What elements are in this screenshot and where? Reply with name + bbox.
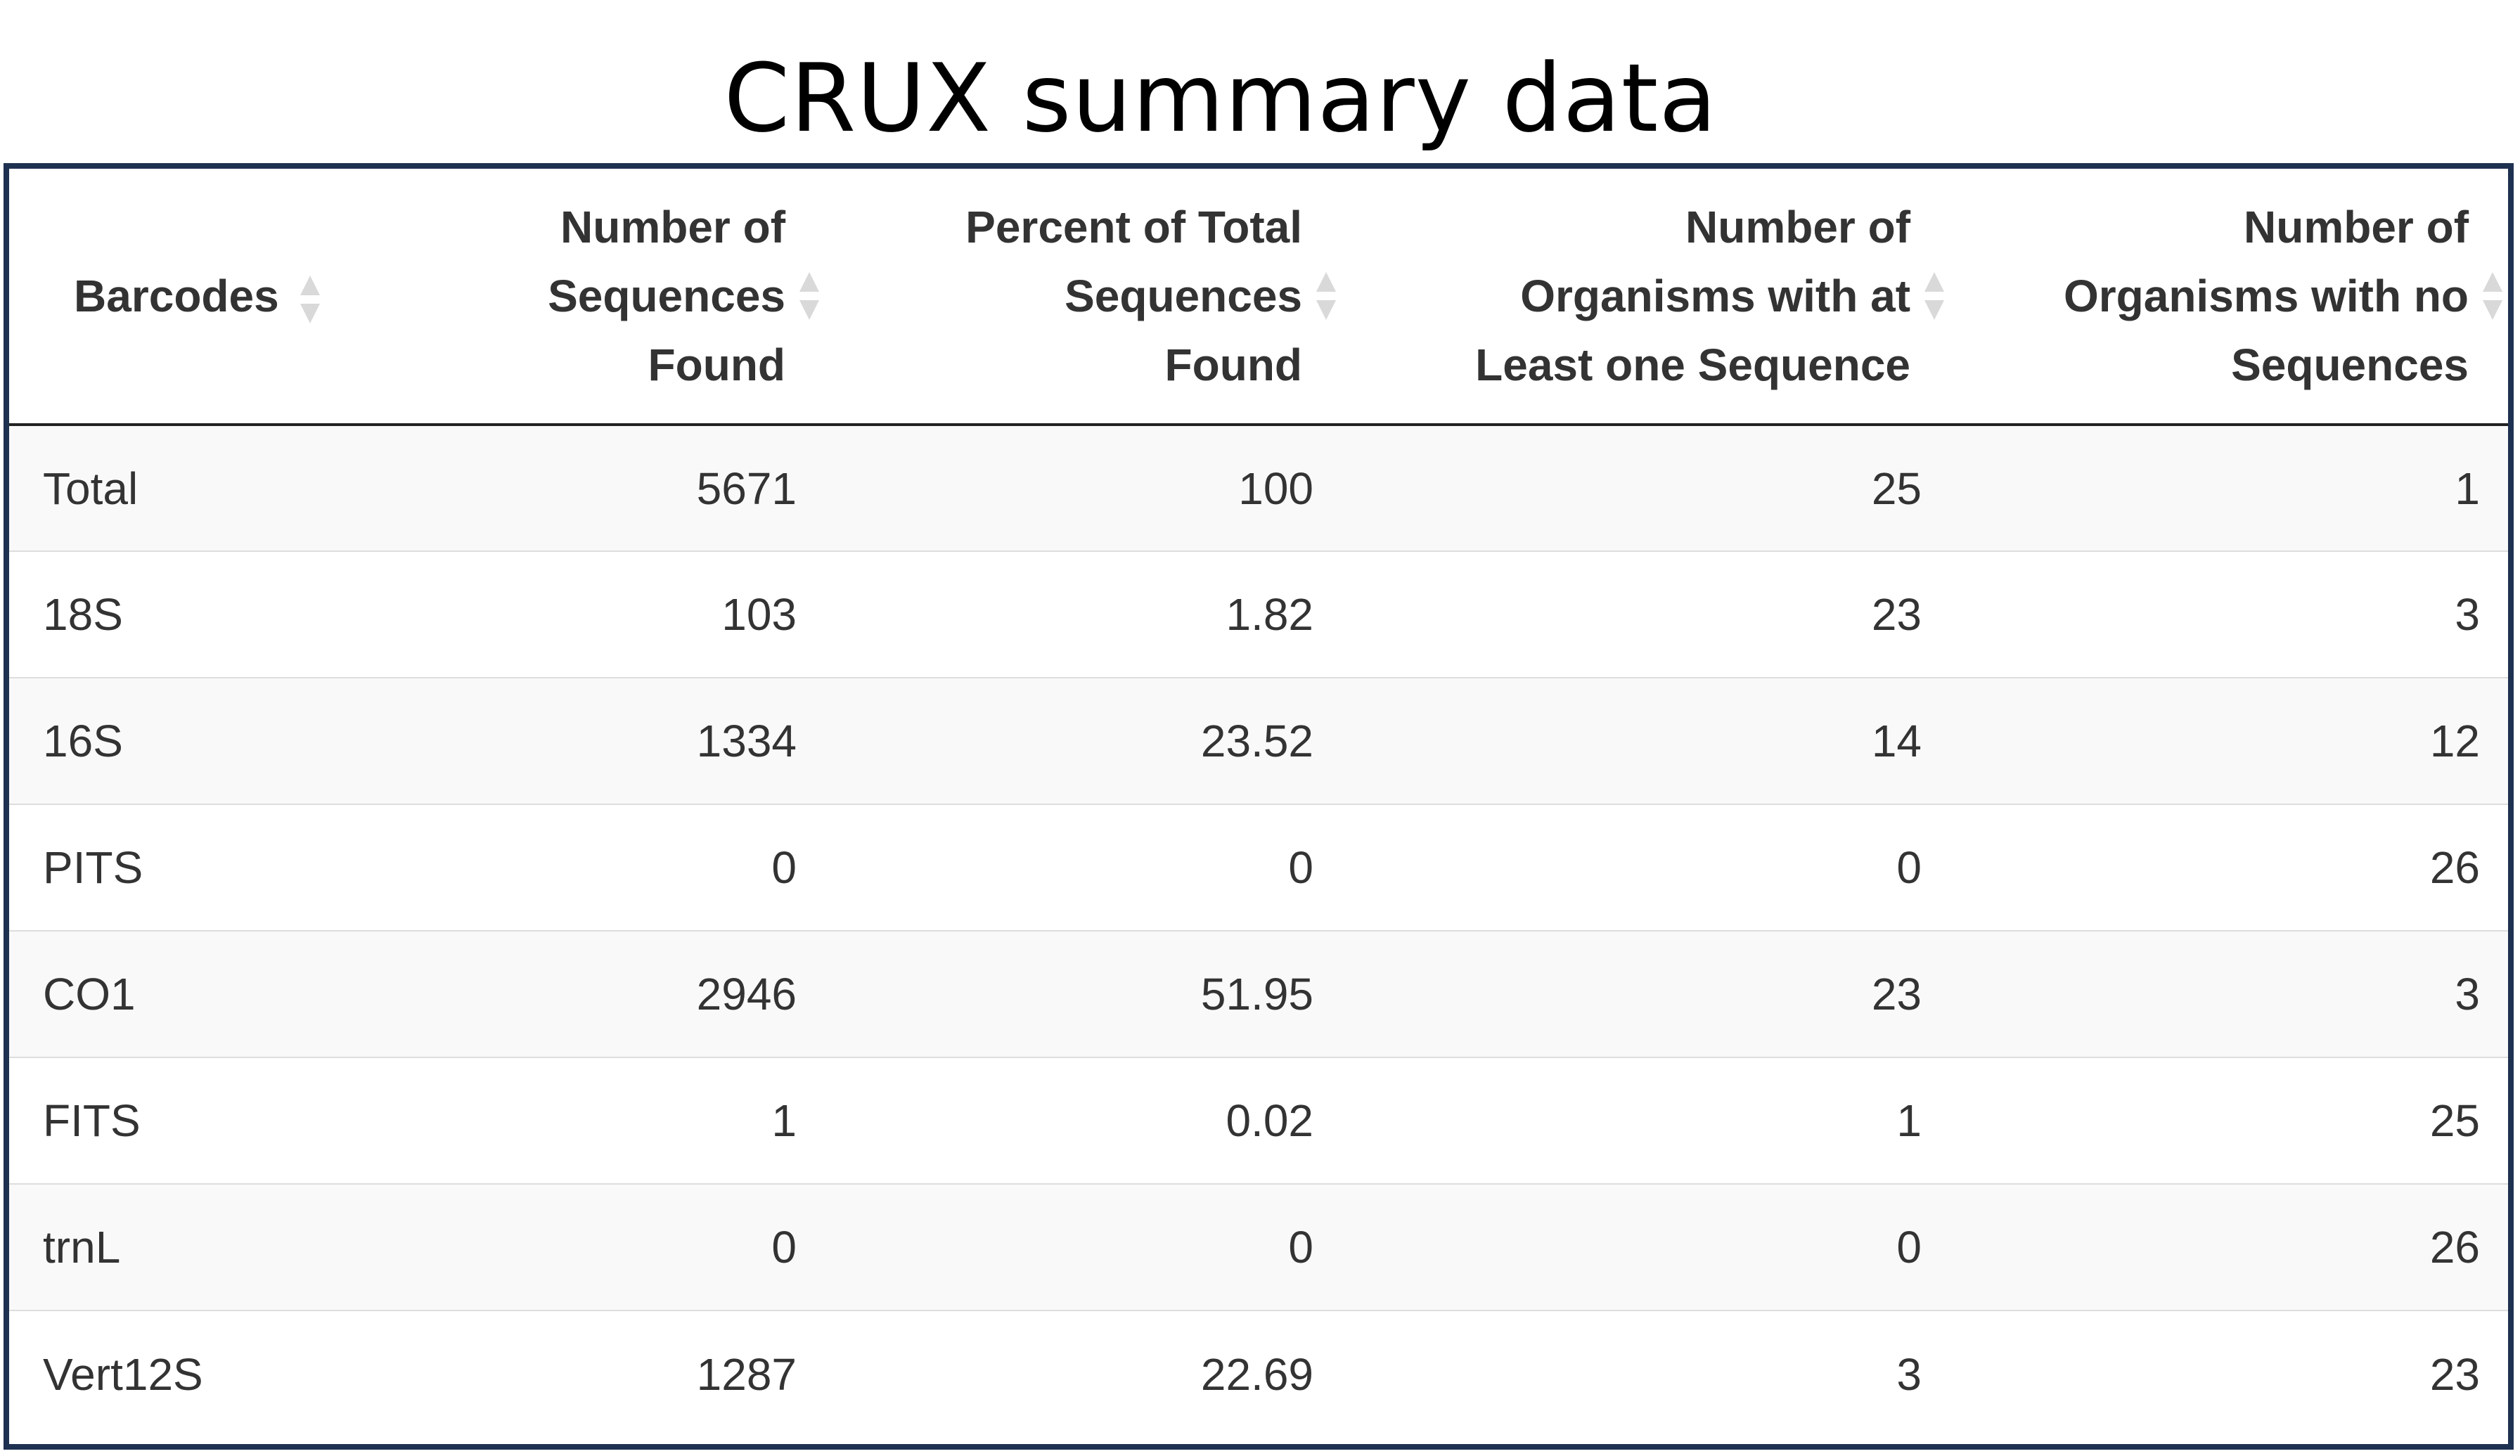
- table-row: Total 5671 100 25 1: [9, 425, 2508, 551]
- table-cell-percent-of-total: 23.52: [825, 677, 1342, 804]
- sort-both-icon[interactable]: [1312, 268, 1340, 324]
- table-cell-sequences-found: 103: [435, 550, 825, 678]
- column-header-label-line: Sequences: [2231, 340, 2469, 390]
- table-cell-sequences-found: 1334: [435, 677, 825, 804]
- table-header-row: Barcodes Number of Sequences Found Percent o…: [9, 169, 2508, 426]
- column-header-barcodes[interactable]: Barcodes: [9, 169, 435, 426]
- column-header-label: Barcodes: [74, 271, 279, 321]
- table-cell-percent-of-total: 22.69: [825, 1310, 1342, 1437]
- table-row: CO1 2946 51.95 23 3: [9, 930, 2508, 1057]
- column-header-organisms-with-sequence[interactable]: Number of Organisms with at Least one Sequ…: [1342, 169, 1950, 426]
- sort-both-icon[interactable]: [1920, 268, 1948, 324]
- table-cell-organisms-with-sequence: 0: [1342, 1183, 1950, 1310]
- column-header-percent-of-total[interactable]: Percent of Total Sequences Found: [825, 169, 1342, 426]
- table-cell-sequences-found: 2946: [435, 930, 825, 1057]
- table-row: 16S 1334 23.52 14 12: [9, 677, 2508, 804]
- table-cell-organisms-without-sequence: 26: [1950, 1183, 2508, 1310]
- table-cell-percent-of-total: 0: [825, 804, 1342, 931]
- summary-table: Barcodes Number of Sequences Found Percent o…: [9, 169, 2508, 1437]
- table-cell-barcodes: FITS: [9, 1057, 435, 1184]
- table-row: trnL 0 0 0 26: [9, 1183, 2508, 1310]
- table-cell-percent-of-total: 100: [825, 425, 1342, 551]
- table-cell-sequences-found: 0: [435, 804, 825, 931]
- column-header-label-line: Number of: [2244, 202, 2469, 252]
- table-row: Vert12S 1287 22.69 3 23: [9, 1310, 2508, 1437]
- column-header-content: Number of Organisms with no Sequences: [1950, 193, 2508, 399]
- column-header-content: Barcodes: [9, 262, 435, 330]
- table-cell-percent-of-total: 1.82: [825, 550, 1342, 678]
- table-row: 18S 103 1.82 23 3: [9, 550, 2508, 678]
- table-cell-barcodes: trnL: [9, 1183, 435, 1310]
- column-header-label-line: Percent of Total: [965, 202, 1302, 252]
- column-header-label-line: Least one Sequence: [1475, 340, 1910, 390]
- column-header-label-line: Sequences: [548, 271, 785, 321]
- column-header-label-line: Found: [1164, 340, 1302, 390]
- table-cell-organisms-with-sequence: 14: [1342, 677, 1950, 804]
- column-header-label-line: Organisms with at: [1520, 271, 1910, 321]
- table-cell-sequences-found: 1: [435, 1057, 825, 1184]
- column-header-label-line: Number of: [560, 202, 785, 252]
- table-cell-organisms-without-sequence: 3: [1950, 930, 2508, 1057]
- table-body: Total 5671 100 25 1 18S 103 1.82 23 3 16S 1334 23.52…: [9, 425, 2508, 1437]
- sort-both-icon[interactable]: [296, 271, 324, 328]
- sort-both-icon[interactable]: [2479, 268, 2507, 324]
- table-cell-percent-of-total: 0.02: [825, 1057, 1342, 1184]
- table-cell-organisms-with-sequence: 0: [1342, 804, 1950, 931]
- table-cell-organisms-without-sequence: 1: [1950, 425, 2508, 551]
- table-cell-sequences-found: 1287: [435, 1310, 825, 1437]
- table-cell-barcodes: 18S: [9, 550, 435, 678]
- table-cell-organisms-with-sequence: 3: [1342, 1310, 1950, 1437]
- table-cell-barcodes: 16S: [9, 677, 435, 804]
- table-cell-organisms-without-sequence: 23: [1950, 1310, 2508, 1437]
- column-header-label-line: Organisms with no: [2063, 271, 2469, 321]
- table-cell-organisms-without-sequence: 12: [1950, 677, 2508, 804]
- table-cell-organisms-with-sequence: 1: [1342, 1057, 1950, 1184]
- table-cell-percent-of-total: 51.95: [825, 930, 1342, 1057]
- table-cell-organisms-without-sequence: 3: [1950, 550, 2508, 678]
- table-row: FITS 1 0.02 1 25: [9, 1057, 2508, 1184]
- table-row: PITS 0 0 0 26: [9, 804, 2508, 931]
- table-cell-barcodes: Vert12S: [9, 1310, 435, 1437]
- column-header-content: Percent of Total Sequences Found: [825, 193, 1342, 399]
- column-header-label-line: Sequences: [1065, 271, 1302, 321]
- column-header-content: Number of Organisms with at Least one Sequ…: [1342, 193, 1950, 399]
- table-cell-barcodes: CO1: [9, 930, 435, 1057]
- table-cell-sequences-found: 5671: [435, 425, 825, 551]
- table-cell-organisms-without-sequence: 25: [1950, 1057, 2508, 1184]
- column-header-sequences-found[interactable]: Number of Sequences Found: [435, 169, 825, 426]
- table-cell-percent-of-total: 0: [825, 1183, 1342, 1310]
- table-cell-organisms-with-sequence: 25: [1342, 425, 1950, 551]
- page-title: CRUX summary data: [724, 44, 1718, 153]
- sort-both-icon[interactable]: [795, 268, 823, 324]
- table-cell-organisms-with-sequence: 23: [1342, 550, 1950, 678]
- table-cell-sequences-found: 0: [435, 1183, 825, 1310]
- summary-table-frame: Barcodes Number of Sequences Found Percent o…: [4, 163, 2514, 1450]
- table-cell-barcodes: PITS: [9, 804, 435, 931]
- column-header-organisms-without-sequence[interactable]: Number of Organisms with no Sequences: [1950, 169, 2508, 426]
- column-header-content: Number of Sequences Found: [435, 193, 825, 399]
- table-cell-organisms-without-sequence: 26: [1950, 804, 2508, 931]
- column-header-label-line: Found: [648, 340, 785, 390]
- column-header-label-line: Number of: [1685, 202, 1910, 252]
- table-cell-organisms-with-sequence: 23: [1342, 930, 1950, 1057]
- table-cell-barcodes: Total: [9, 425, 435, 551]
